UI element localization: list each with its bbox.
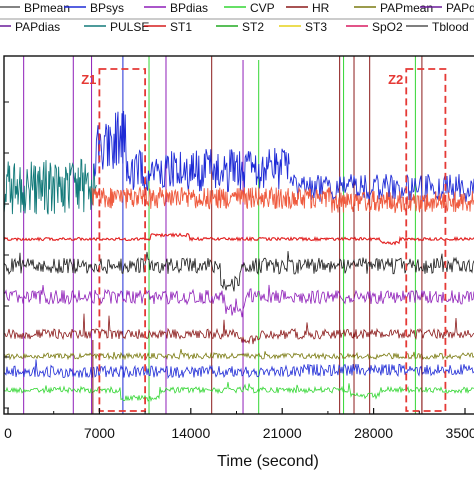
legend-label: BPsys bbox=[90, 1, 124, 15]
series-spo2 bbox=[4, 232, 474, 246]
legend-item-papdias-1-0: PAPdias bbox=[0, 20, 60, 34]
legend-item-papdias-0-6: PAPdias bbox=[420, 1, 474, 15]
plot-area bbox=[4, 56, 474, 414]
legend-item-bpsys-0-1: BPsys bbox=[64, 1, 124, 15]
legend-item-tblood-1-6: Tblood bbox=[406, 20, 469, 34]
legend-item-st3-1-4: ST3 bbox=[279, 20, 327, 34]
series-st1-band bbox=[91, 185, 474, 214]
x-tick-label: 0 bbox=[4, 425, 12, 441]
annotation-z2: Z2 bbox=[388, 68, 447, 412]
x-tick-label: 14000 bbox=[171, 425, 210, 441]
plot-frame bbox=[3, 55, 474, 415]
legend-item-bpmean-0-0: BPmean bbox=[0, 1, 70, 15]
legend-item-hr-0-4: HR bbox=[286, 1, 330, 15]
legend-label: PAPdias bbox=[15, 20, 60, 34]
series-cvp bbox=[4, 381, 474, 403]
legend-label: PAPdias bbox=[446, 1, 474, 15]
annotation-label: Z2 bbox=[388, 72, 403, 87]
legend-label: ST2 bbox=[242, 20, 264, 34]
legend-item-spo2-1-5: SpO2 bbox=[346, 20, 403, 34]
series-bpsys-high-2 bbox=[289, 174, 474, 202]
legend-label: HR bbox=[312, 1, 330, 15]
series-pulse-block bbox=[4, 158, 97, 215]
legend-label: CVP bbox=[250, 1, 275, 15]
legend-item-st1-1-2: ST1 bbox=[144, 20, 192, 34]
x-tick-label: 21000 bbox=[263, 425, 302, 441]
x-axis-label: Time (second) bbox=[217, 453, 319, 470]
series-hr bbox=[4, 313, 474, 345]
legend: BPmean BPsys BPdias CVP HR PAPmean PAPdias PAPd… bbox=[0, 1, 474, 34]
legend-label: ST3 bbox=[305, 20, 327, 34]
annotation-z1: Z1 bbox=[81, 68, 147, 412]
legend-label: ST1 bbox=[170, 20, 192, 34]
legend-item-pulse-1-1: PULSE bbox=[84, 20, 149, 34]
legend-item-papmean-0-5: PAPmean bbox=[354, 1, 433, 15]
annotation-label: Z1 bbox=[81, 72, 96, 87]
series-bpsys-high bbox=[93, 110, 290, 193]
annotation-box bbox=[98, 68, 147, 412]
legend-label: Tblood bbox=[432, 20, 469, 34]
series-papmean bbox=[4, 349, 474, 361]
x-tick-label: 35000 bbox=[446, 425, 474, 441]
legend-item-st2-1-3: ST2 bbox=[216, 20, 264, 34]
legend-item-bpdias-0-2: BPdias bbox=[144, 1, 208, 15]
legend-label: PULSE bbox=[110, 20, 149, 34]
legend-item-cvp-0-3: CVP bbox=[224, 1, 275, 15]
series-bpsys-low bbox=[4, 359, 474, 380]
series-bpmean bbox=[4, 251, 474, 292]
legend-label: BPmean bbox=[24, 1, 70, 15]
x-tick-label: 28000 bbox=[354, 425, 393, 441]
legend-label: SpO2 bbox=[372, 20, 403, 34]
x-tick-label: 7000 bbox=[84, 425, 115, 441]
series-bpdias bbox=[4, 284, 474, 318]
annotation-box bbox=[405, 68, 447, 412]
legend-label: PAPmean bbox=[380, 1, 433, 15]
legend-label: BPdias bbox=[170, 1, 208, 15]
